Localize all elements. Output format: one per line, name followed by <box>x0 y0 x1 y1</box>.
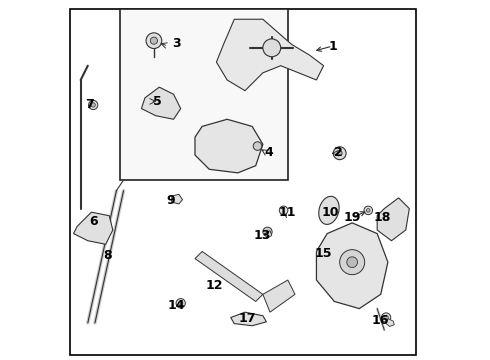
Circle shape <box>347 257 358 267</box>
Polygon shape <box>263 280 295 312</box>
Text: 9: 9 <box>167 194 175 207</box>
Text: 11: 11 <box>278 206 296 219</box>
Text: 2: 2 <box>334 146 342 159</box>
Circle shape <box>253 142 262 150</box>
Text: 12: 12 <box>206 279 223 292</box>
Polygon shape <box>231 312 267 326</box>
FancyBboxPatch shape <box>70 9 416 355</box>
Polygon shape <box>265 231 272 238</box>
Circle shape <box>176 298 185 308</box>
FancyBboxPatch shape <box>120 9 288 180</box>
Circle shape <box>279 206 288 215</box>
Polygon shape <box>386 319 394 327</box>
Text: 1: 1 <box>328 40 337 53</box>
Circle shape <box>263 39 281 57</box>
Text: 5: 5 <box>153 95 162 108</box>
Circle shape <box>367 208 370 212</box>
Circle shape <box>381 313 391 322</box>
Text: 7: 7 <box>85 99 94 112</box>
Polygon shape <box>142 87 181 119</box>
Text: 17: 17 <box>239 312 256 325</box>
Ellipse shape <box>319 196 339 224</box>
Text: 15: 15 <box>315 247 332 260</box>
Polygon shape <box>217 19 323 91</box>
Text: 10: 10 <box>322 206 340 219</box>
Polygon shape <box>195 251 263 301</box>
Text: 4: 4 <box>265 146 273 159</box>
Circle shape <box>150 37 157 44</box>
Polygon shape <box>195 119 263 173</box>
Text: 14: 14 <box>167 298 185 311</box>
Text: 16: 16 <box>372 314 390 327</box>
Circle shape <box>89 100 98 110</box>
Polygon shape <box>172 194 182 204</box>
Polygon shape <box>317 223 388 309</box>
Circle shape <box>364 206 372 215</box>
Circle shape <box>384 315 388 320</box>
Circle shape <box>146 33 162 49</box>
Text: 8: 8 <box>103 248 112 261</box>
Text: 13: 13 <box>253 229 270 242</box>
Circle shape <box>178 301 183 305</box>
Circle shape <box>263 227 272 237</box>
Circle shape <box>340 249 365 275</box>
Polygon shape <box>377 198 409 241</box>
Text: 6: 6 <box>89 215 98 228</box>
Circle shape <box>337 151 342 156</box>
Text: 3: 3 <box>172 37 181 50</box>
Text: 19: 19 <box>343 211 361 224</box>
Circle shape <box>333 147 346 159</box>
Polygon shape <box>74 212 113 244</box>
Circle shape <box>91 103 96 107</box>
Text: 18: 18 <box>373 211 391 224</box>
